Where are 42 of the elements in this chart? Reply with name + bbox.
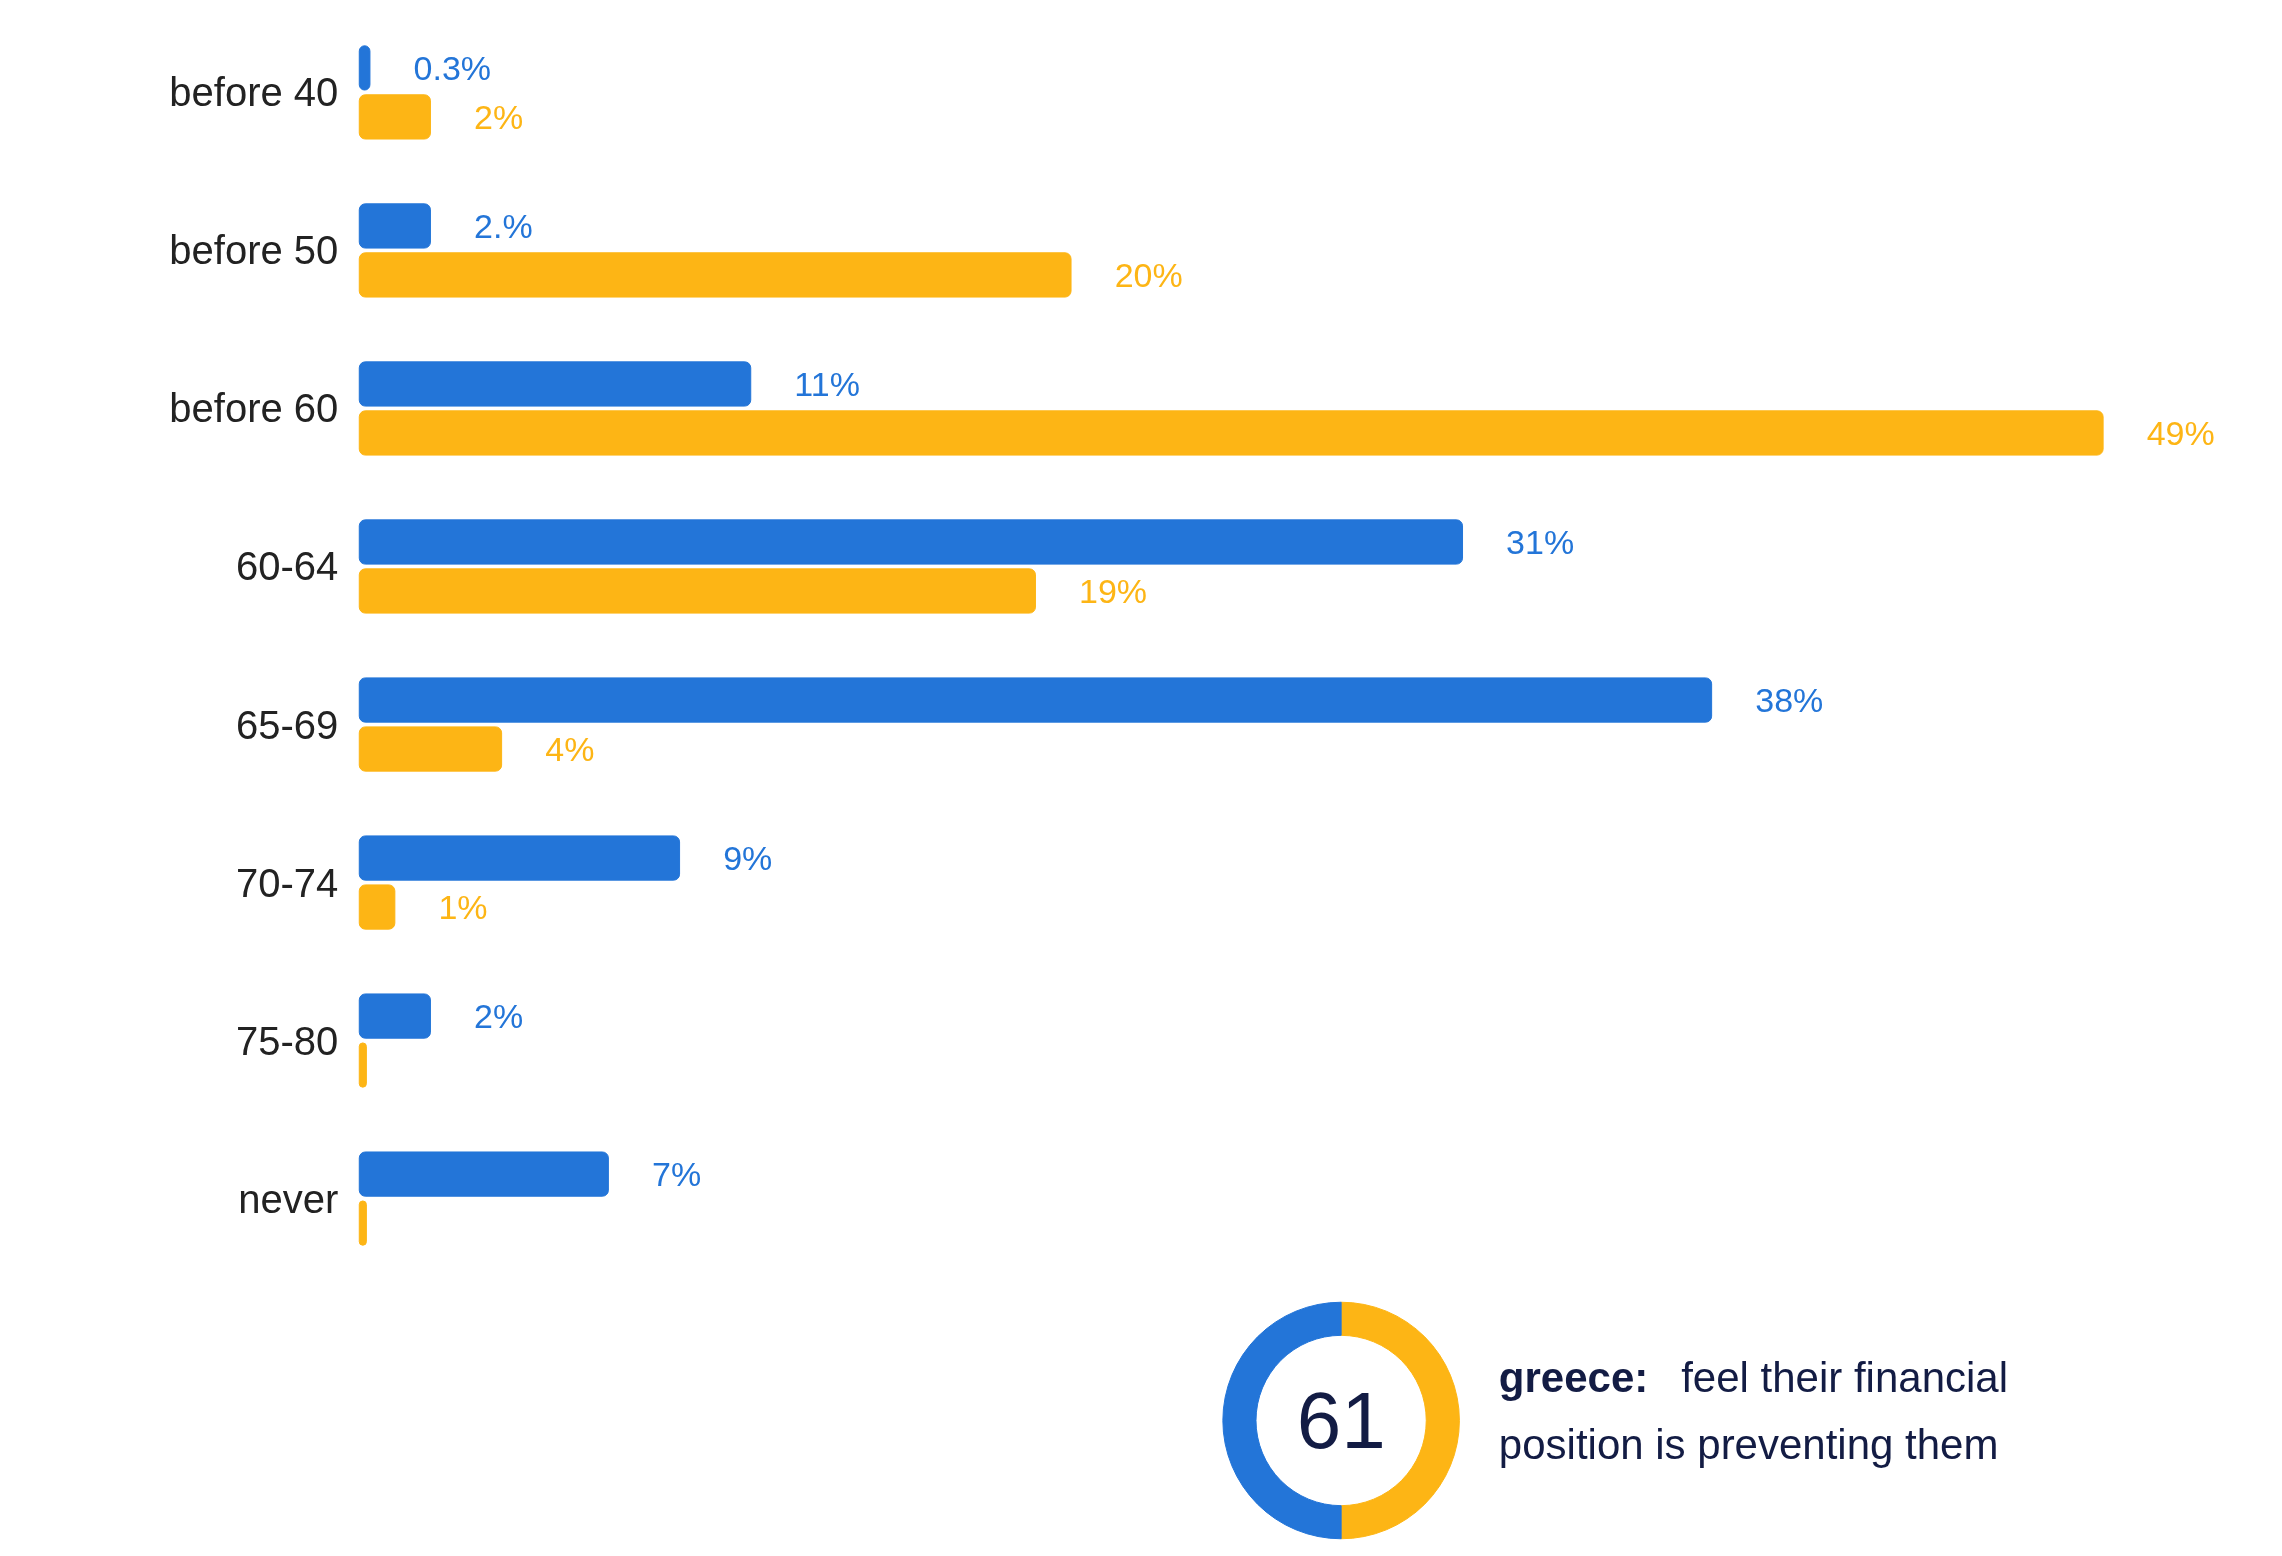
y-tick-label: 70-74	[236, 860, 339, 905]
bar	[358, 203, 431, 249]
text: 61	[1296, 1376, 1386, 1465]
text: position is preventing them	[1498, 1421, 1999, 1469]
bar	[358, 884, 396, 930]
bar	[358, 677, 1713, 723]
bar	[358, 1200, 367, 1246]
data-label: 9%	[723, 839, 773, 878]
y-tick-label: 75-80	[236, 1018, 339, 1063]
y-tick-label: before 40	[169, 70, 339, 115]
data-label: 0.3%	[413, 48, 492, 87]
y-tick-label: before 60	[169, 386, 339, 431]
data-label: 4%	[545, 730, 595, 769]
data-label: 2%	[474, 97, 524, 136]
bar	[358, 252, 1072, 298]
data-label: 2%	[474, 997, 524, 1036]
data-label: 49%	[2146, 413, 2215, 452]
bar	[358, 568, 1036, 614]
bar	[358, 1042, 367, 1088]
y-tick-label: 65-69	[236, 702, 339, 747]
bar	[358, 835, 681, 881]
data-label: 2.%	[474, 206, 533, 245]
bar	[358, 726, 503, 772]
y-tick-label: before 50	[169, 228, 339, 273]
text: greece:	[1498, 1353, 1649, 1401]
y-tick-label: 60-64	[236, 544, 339, 589]
data-label: 19%	[1079, 571, 1148, 610]
bar	[358, 519, 1464, 565]
data-label: 1%	[438, 888, 488, 927]
bar	[358, 45, 371, 91]
text: feel their financial	[1681, 1353, 2009, 1401]
bar	[358, 410, 2104, 456]
data-label: 11%	[794, 364, 860, 403]
bar	[358, 94, 431, 140]
data-label: 31%	[1506, 522, 1575, 561]
data-label: 20%	[1114, 255, 1183, 294]
data-label: 7%	[651, 1155, 702, 1194]
bar	[358, 993, 431, 1039]
bar	[358, 1151, 609, 1197]
y-tick-label: never	[238, 1176, 339, 1221]
bar	[358, 361, 752, 407]
data-label: 38%	[1755, 681, 1824, 720]
